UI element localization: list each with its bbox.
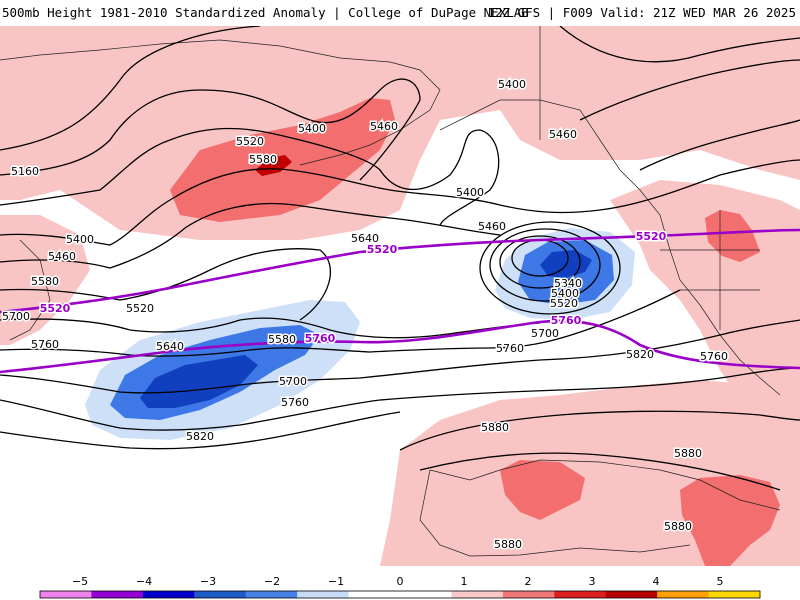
contour-label: 5580 — [31, 275, 59, 288]
contour-label: 5640 — [351, 232, 379, 245]
contour-label: 5340 — [554, 277, 582, 290]
contour-label: 5400 — [551, 287, 579, 300]
contour-labels: 5160 5400 5400 5460 5520 5580 5400 5460 … — [1, 77, 730, 553]
colorbar-tick-label: 3 — [589, 575, 596, 588]
contour-label: 5820 — [626, 348, 654, 361]
contour-label: 5700 — [279, 375, 307, 388]
contour-label: 5700 — [531, 327, 559, 340]
contour-label: 5400 — [456, 186, 484, 199]
product-title: 500mb Height 1981-2010 Standardized Anom… — [2, 5, 529, 20]
colorbar-tick-label: −5 — [72, 575, 88, 588]
colorbar-outline — [39, 590, 761, 599]
reference-label: 5760 — [551, 314, 582, 327]
contour-label: 5880 — [664, 520, 692, 533]
contour-label: 5460 — [478, 220, 506, 233]
colorbar-tick-label: −4 — [136, 575, 152, 588]
contour-label: 5400 — [498, 78, 526, 91]
reference-label: 5760 — [305, 332, 336, 345]
negative-anomaly-fill — [85, 228, 635, 440]
contour-label: 5580 — [249, 153, 277, 166]
contour-label: 5880 — [494, 538, 522, 551]
contour-label: 5820 — [186, 430, 214, 443]
colorbar-block — [451, 591, 504, 598]
colorbar: −5 −4 −3 −2 −1 0 1 2 3 4 5 — [39, 575, 761, 599]
contour-label: 5880 — [674, 447, 702, 460]
colorbar-ticks: −5 −4 −3 −2 −1 0 1 2 3 4 5 — [72, 575, 724, 588]
contour-label: 5700 — [2, 310, 30, 323]
colorbar-block — [554, 591, 607, 598]
colorbar-block — [708, 591, 761, 598]
contour-label: 5400 — [66, 233, 94, 246]
contour-label: 5400 — [66, 233, 94, 246]
colorbar-block — [502, 591, 555, 598]
colorbar-tick-label: −1 — [328, 575, 344, 588]
colorbar-block — [194, 591, 247, 598]
height-contours — [0, 26, 800, 491]
colorbar-tick-label: 4 — [653, 575, 660, 588]
colorbar-block — [657, 591, 710, 598]
contour-label: 5760 — [496, 342, 524, 355]
contour-label: 5400 — [298, 122, 326, 135]
contour-label: 5640 — [156, 340, 184, 353]
colorbar-block — [40, 591, 92, 598]
contour-label: 5460 — [370, 120, 398, 133]
colorbar-tick-label: 5 — [717, 575, 724, 588]
coastlines — [0, 26, 781, 557]
positive-anomaly-fill-max — [255, 155, 292, 176]
reference-label: 5520 — [367, 243, 398, 256]
colorbar-block — [142, 591, 195, 598]
contour-label: 5760 — [700, 350, 728, 363]
valid-time: 12Z GFS | F009 Valid: 21Z WED MAR 26 202… — [487, 5, 796, 20]
colorbar-block — [245, 591, 298, 598]
contour-label: 5520 — [236, 135, 264, 148]
contour-label: 5160 — [11, 165, 39, 178]
colorbar-tick-label: −3 — [200, 575, 216, 588]
colorbar-block — [91, 591, 144, 598]
contour-label: 5520 — [126, 302, 154, 315]
reference-label: 5520 — [40, 302, 71, 315]
contour-label: 5580 — [268, 333, 296, 346]
reference-labels: 5520 5520 5520 5760 5760 — [38, 229, 668, 347]
contour-label: 5760 — [281, 396, 309, 409]
header-bar: 500mb Height 1981-2010 Standardized Anom… — [0, 0, 800, 26]
reference-label: 5520 — [636, 230, 667, 243]
contour-label: 5760 — [700, 350, 728, 363]
colorbar-tick-label: 0 — [397, 575, 404, 588]
contour-label: 5460 — [48, 250, 76, 263]
contour-label: 5760 — [31, 338, 59, 351]
colorbar-blocks — [39, 590, 761, 599]
colorbar-tick-label: 1 — [461, 575, 468, 588]
contour-label: 5880 — [481, 421, 509, 434]
contour-label: 5460 — [549, 128, 577, 141]
colorbar-block — [297, 591, 350, 598]
contour-label: 5520 — [550, 297, 578, 310]
anomaly-map: 5160 5400 5400 5460 5520 5580 5400 5460 … — [0, 26, 800, 566]
colorbar-block — [605, 591, 658, 598]
colorbar-tick-label: −2 — [264, 575, 280, 588]
colorbar-block — [400, 591, 452, 598]
colorbar-tick-label: 2 — [525, 575, 532, 588]
colorbar-block — [348, 591, 401, 598]
reference-height-lines — [0, 228, 800, 374]
